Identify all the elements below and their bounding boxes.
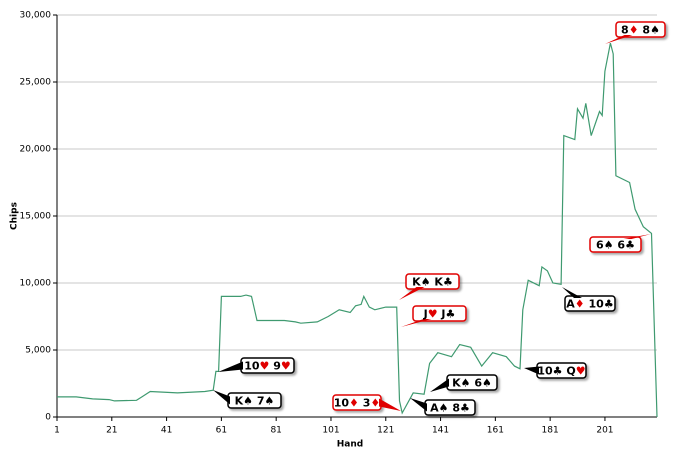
y-tick-label: 15,000 [20,212,52,222]
callout-label: K♠ 6♠ [452,377,492,390]
x-tick-label: 141 [432,426,449,436]
y-tick-label: 0 [45,413,51,423]
callout-pointer [562,287,582,298]
callout-box [589,236,642,253]
callout-label: 10♦ 3♦ [334,397,381,410]
y-axis-label: Chips [10,202,20,230]
callout-pointer [213,390,230,405]
callout-pointer [524,366,539,375]
y-tick-label: 20,000 [20,145,52,155]
callout-label: 10♥ 9♥ [244,360,291,373]
x-tick-label: 61 [216,426,227,436]
callout-label: 10♣ Q♥ [537,365,585,378]
callout-label: 8♦ 8♠ [621,24,660,37]
callout: 10♣ Q♥ [524,362,587,379]
callout-box [615,21,666,38]
callout-pointer [379,398,401,411]
callout-label: K♠ 7♠ [235,395,275,408]
callout-pointer [399,287,425,300]
x-tick-label: 161 [487,426,504,436]
callout: 8♦ 8♠ [605,21,666,44]
x-tick-label: 201 [596,426,613,436]
callout-pointer [401,319,432,327]
callout-label: A♦ 10♣ [566,298,613,311]
callout-box [412,305,467,322]
callout-pointer [623,234,651,239]
x-tick-label: 81 [270,426,281,436]
callout: K♠ 6♠ [430,374,498,392]
y-tick-label: 10,000 [20,279,52,289]
callout-label: A♠ 8♣ [430,402,470,415]
callout-label: J♥ J♣ [423,308,456,321]
callout: A♠ 8♣ [410,398,476,416]
x-tick-label: 101 [322,426,339,436]
x-tick-label: 181 [542,426,559,436]
callout: K♠ 7♠ [213,390,282,409]
x-tick-label: 121 [377,426,394,436]
callout-pointer [218,361,243,372]
callout: 6♠ 6♣ [589,234,651,253]
x-tick-label: 41 [161,426,172,436]
y-tick-label: 30,000 [20,11,52,21]
callout: A♦ 10♣ [562,287,616,312]
callout: K♠ K♣ [399,273,460,300]
callout-box [564,295,616,312]
callout-label: K♠ K♣ [412,276,453,289]
callout-pointer [605,35,633,44]
callout-label: 6♠ 6♣ [596,239,635,252]
x-tick-label: 1 [54,426,60,436]
callout-box [405,273,460,290]
data-line [57,42,658,418]
x-tick-label: 21 [106,426,117,436]
x-axis-label: Hand [337,440,363,450]
callout: 10♥ 9♥ [218,357,295,374]
callout-pointer [430,378,449,392]
callout: J♥ J♣ [401,305,467,327]
y-tick-label: 5,000 [25,346,51,356]
callout: 10♦ 3♦ [332,394,401,411]
callout-pointer [410,398,427,412]
y-tick-label: 25,000 [20,78,52,88]
